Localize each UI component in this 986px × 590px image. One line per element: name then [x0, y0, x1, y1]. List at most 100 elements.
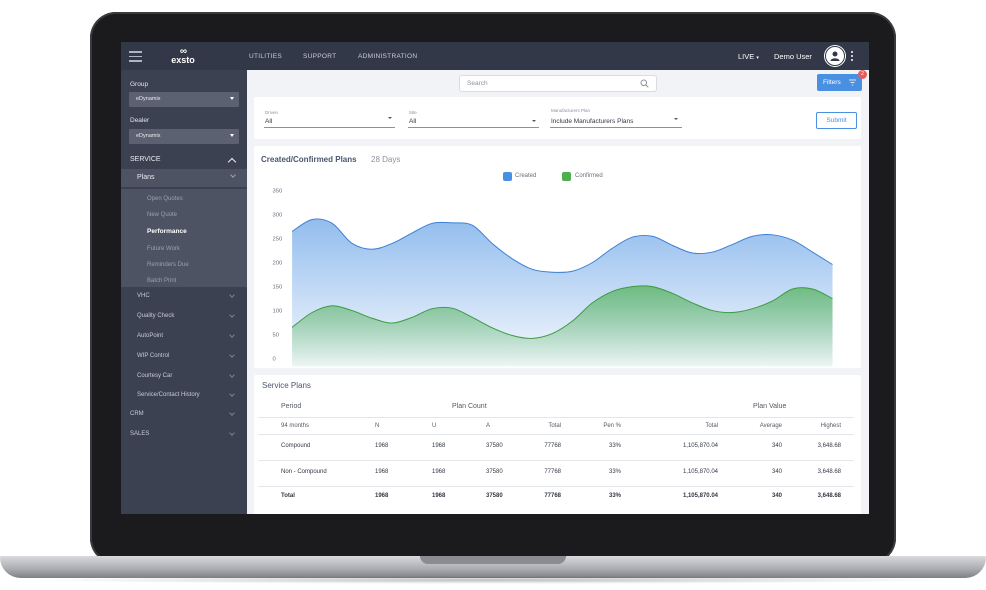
table-cell: 1,105,870.04: [682, 443, 718, 449]
logo-infinity-icon: ∞: [179, 46, 187, 57]
table-cell: 1,105,870.04: [682, 469, 718, 475]
column-header: Pen %: [603, 423, 621, 429]
dealer-select[interactable]: eDynamix: [129, 129, 239, 144]
user-name[interactable]: Demo User: [774, 52, 812, 61]
table-cell: 37580: [486, 443, 503, 449]
sidebar-item-open-quotes[interactable]: Open Quotes: [147, 196, 183, 202]
search-icon: [640, 79, 649, 88]
column-header: Total: [548, 423, 561, 429]
laptop-shadow: [30, 576, 956, 584]
search-input[interactable]: Search: [459, 75, 657, 92]
user-icon: [830, 51, 840, 61]
filter-form-card: [254, 97, 861, 139]
column-header: A: [486, 423, 491, 429]
sidebar-item-quality-check[interactable]: Quality Check: [137, 313, 175, 319]
sidebar-item-label: SERVICE: [130, 156, 161, 163]
group-value: eDynamix: [136, 96, 161, 102]
filters-button[interactable]: Filters: [817, 74, 862, 91]
table-cell: Compound: [281, 443, 311, 449]
sidebar-item-plans[interactable]: Plans: [121, 169, 247, 187]
header-plan-value: Plan Value: [753, 403, 787, 410]
sidebar-item-vhc[interactable]: VHC: [137, 293, 150, 299]
logo[interactable]: ∞ exsto: [167, 46, 199, 65]
caret-down-icon: [388, 117, 392, 119]
sidebar-item-autopoint[interactable]: AutoPoint: [137, 333, 164, 339]
column-header: 94 months: [281, 423, 310, 429]
divider: [258, 460, 854, 461]
table-cell: 3,648.68: [817, 469, 841, 475]
table-cell: 33%: [608, 443, 621, 449]
nav-utilities[interactable]: UTILITIES: [249, 53, 283, 60]
submit-button[interactable]: Submit: [816, 112, 857, 129]
menu-icon[interactable]: [129, 51, 142, 62]
table-cell: 340: [771, 443, 782, 449]
manufacturer-select[interactable]: Include Manufacturers Plans: [551, 118, 634, 125]
legend-swatch-confirmed[interactable]: [562, 172, 571, 181]
more-options-icon[interactable]: [851, 51, 854, 63]
chevron-down-icon: [229, 332, 235, 338]
header-period: Period: [281, 403, 302, 410]
chevron-down-icon: [229, 391, 235, 397]
manufacturer-underline: [550, 127, 682, 128]
y-tick-label: 300: [273, 213, 284, 219]
driven-select[interactable]: All: [265, 118, 273, 125]
divider: [258, 434, 854, 435]
table-cell: 37580: [486, 493, 503, 499]
sidebar-item-service-contact-history[interactable]: Service/Contact History: [137, 392, 200, 398]
table-title: Service Plans: [262, 381, 311, 390]
filters-label: Filters: [823, 79, 841, 86]
sidebar-item-wip-control[interactable]: WIP Control: [137, 353, 170, 359]
sidebar-item-future-work[interactable]: Future Work: [147, 246, 180, 252]
caret-down-icon: [532, 120, 536, 122]
table-cell: 1968: [432, 493, 446, 499]
site-label: Site: [409, 110, 417, 115]
series-line-confirmed: [291, 285, 833, 339]
chevron-down-icon: [229, 410, 235, 416]
table-cell: 37580: [486, 469, 503, 475]
filters-badge: 2: [858, 70, 867, 79]
table-cell: 1968: [375, 493, 389, 499]
driven-underline: [264, 127, 395, 128]
sidebar-item-sales[interactable]: SALES: [130, 431, 150, 437]
sidebar-item-batch-print[interactable]: Batch Print: [147, 278, 177, 284]
y-tick-label: 150: [273, 285, 284, 291]
column-header: Total: [705, 423, 718, 429]
avatar[interactable]: [825, 46, 845, 66]
dealer-label: Dealer: [130, 117, 150, 124]
sidebar-item-courtesy-car[interactable]: Courtesy Car: [137, 373, 173, 379]
laptop-base: [0, 556, 986, 578]
series-area-confirmed[interactable]: [292, 285, 833, 367]
sidebar-item-crm[interactable]: CRM: [130, 411, 144, 417]
site-select[interactable]: All: [409, 118, 417, 125]
chevron-down-icon: [229, 312, 235, 318]
laptop-notch: [420, 556, 566, 564]
chevron-up-icon: [227, 157, 237, 167]
series-line-created: [291, 218, 833, 273]
submit-label: Submit: [826, 117, 847, 124]
nav-administration[interactable]: ADMINISTRATION: [358, 53, 418, 60]
nav-support[interactable]: SUPPORT: [303, 53, 337, 60]
chart-subtitle: 28 Days: [371, 155, 401, 164]
y-tick-label: 50: [273, 333, 280, 339]
y-tick-label: 200: [273, 261, 284, 267]
group-label: Group: [130, 81, 149, 88]
table-cell: 1968: [432, 469, 446, 475]
table-cell: Total: [281, 493, 295, 499]
table-cell: 340: [771, 469, 782, 475]
legend-swatch-created[interactable]: [503, 172, 512, 181]
column-header: N: [375, 423, 380, 429]
column-header: Highest: [820, 423, 841, 429]
group-select[interactable]: eDynamix: [129, 92, 239, 107]
y-tick-label: 100: [273, 309, 284, 315]
column-header: U: [432, 423, 437, 429]
sidebar-item-performance[interactable]: Performance: [147, 228, 187, 235]
chevron-down-icon: [229, 352, 235, 358]
caret-down-icon: [230, 97, 234, 100]
sidebar-item-service[interactable]: SERVICE: [121, 151, 247, 169]
sidebar-item-new-quote[interactable]: New Quote: [147, 212, 178, 218]
filter-icon: [849, 79, 856, 86]
environment-dropdown[interactable]: LIVE ▾: [738, 52, 759, 61]
sidebar: Group eDynamix Dealer eDynamix SERVICE P…: [121, 70, 247, 514]
search-placeholder: Search: [467, 80, 488, 87]
sidebar-item-reminders-due[interactable]: Reminders Due: [147, 262, 189, 268]
